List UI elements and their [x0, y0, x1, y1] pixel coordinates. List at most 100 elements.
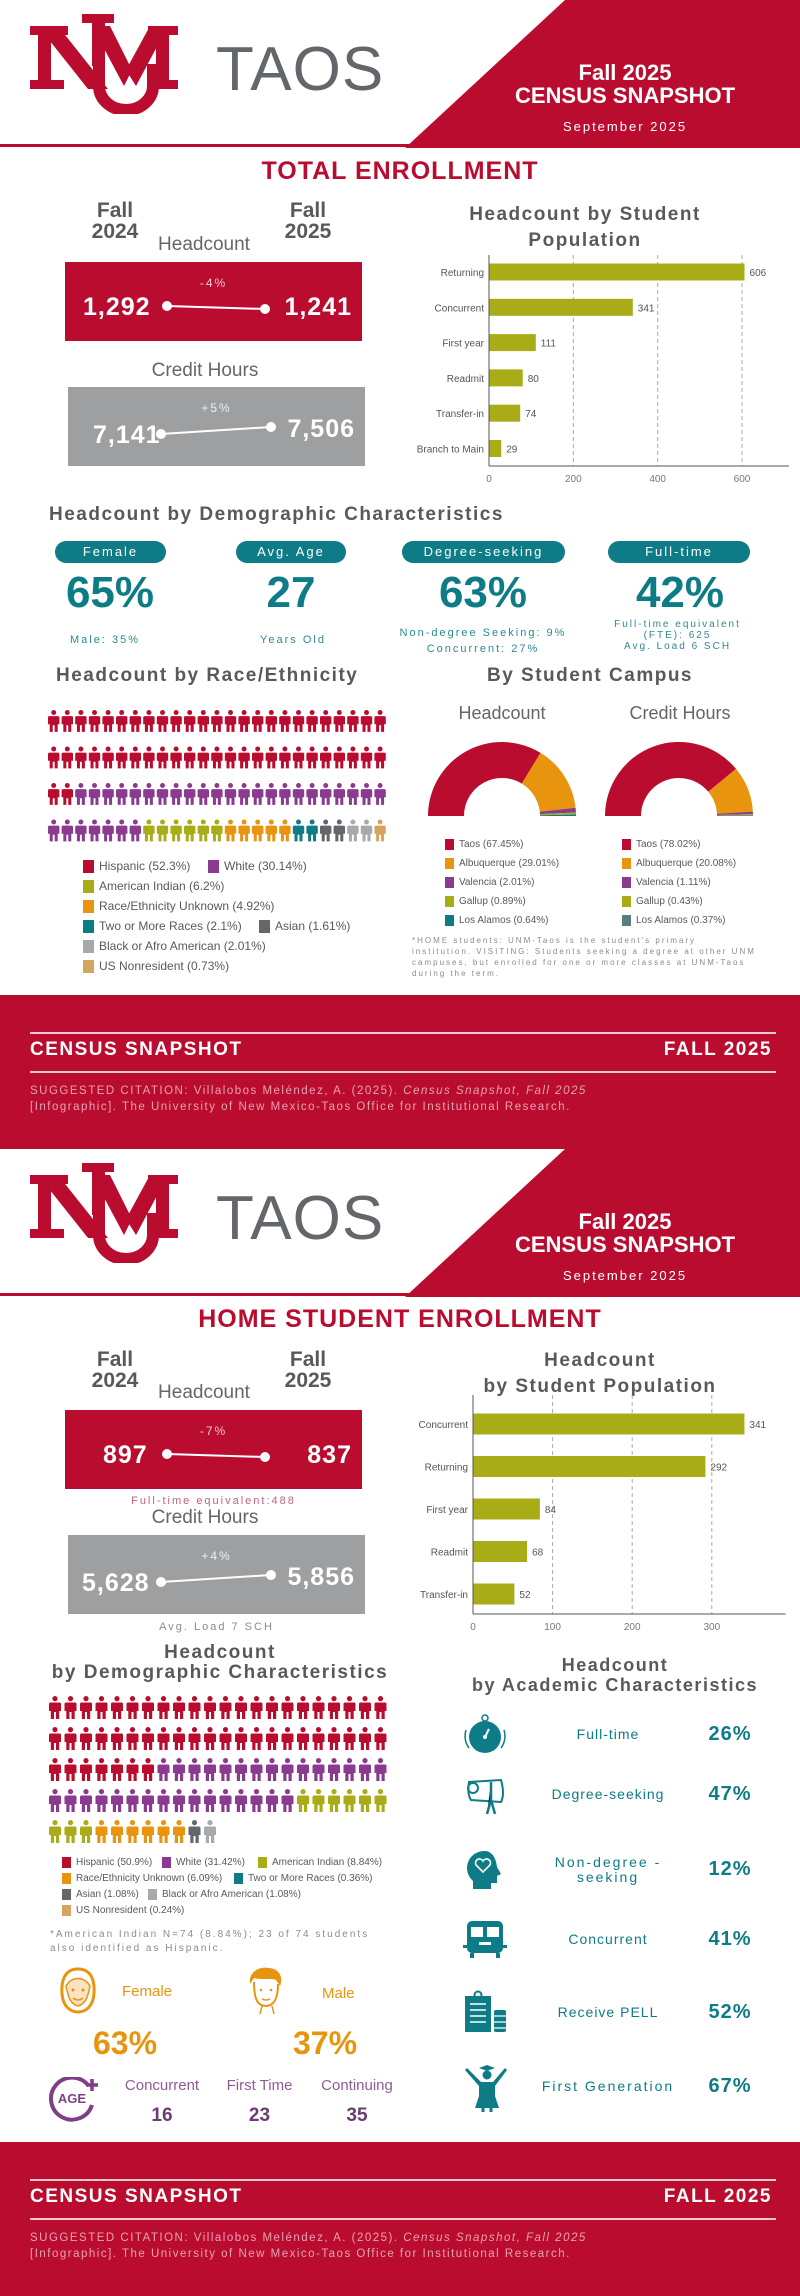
legend-item: Albuquerque (20.08%) — [622, 858, 736, 869]
footer: CENSUS SNAPSHOT FALL 2025 SUGGESTED CITA… — [0, 2142, 800, 2296]
header-term: Fall 2025 — [578, 1209, 672, 1234]
legend-label: Race/Ethnicity Unknown (4.92%) — [99, 899, 275, 913]
person-icon — [347, 783, 359, 805]
legend-item: Black or Afro American (1.08%) — [148, 1889, 301, 1900]
legend-swatch — [62, 1905, 71, 1916]
donut-segment — [539, 814, 576, 816]
bar — [489, 369, 523, 387]
school-bus-icon — [461, 1915, 511, 1967]
credit-2025: 7,506 — [287, 415, 355, 443]
legend-swatch — [258, 1857, 267, 1868]
person-icon — [116, 783, 128, 805]
legend-swatch — [62, 1889, 71, 1900]
credit-2024: 5,628 — [82, 1569, 150, 1597]
legend-label: Black or Afro American (2.01%) — [99, 939, 266, 953]
person-icon — [297, 1727, 309, 1750]
person-icon — [359, 1727, 371, 1750]
legend-label: Two or More Races (2.1%) — [99, 919, 242, 933]
person-icon — [126, 1696, 139, 1719]
legend-item: American Indian (8.84%) — [258, 1857, 382, 1868]
person-icon — [265, 710, 277, 732]
person-icon — [292, 746, 305, 769]
person-icon — [197, 783, 209, 805]
data-label: 52 — [519, 1590, 531, 1601]
credit-hours-comparison-box: +5% 7,141 7,506 — [68, 387, 365, 466]
category-label: Concurrent — [435, 303, 485, 314]
header-title: CENSUS SNAPSHOT — [514, 83, 736, 108]
person-icon — [143, 819, 155, 842]
person-icon — [281, 1727, 294, 1750]
legend-item: Asian (1.61%) — [259, 919, 350, 933]
legend-item: Gallup (0.89%) — [445, 896, 526, 907]
female-value: 65% — [65, 568, 155, 617]
female-face-icon — [60, 1967, 96, 2014]
person-icon — [64, 1758, 77, 1781]
person-icon — [306, 783, 318, 805]
fte-note: Full-time equivalent:488 — [131, 1495, 296, 1507]
legend-label: Los Alamos (0.37%) — [636, 915, 726, 926]
category-label: First year — [426, 1505, 468, 1516]
person-icon — [95, 1696, 108, 1719]
campus-credit-label: Credit Hours — [629, 703, 731, 723]
bar — [473, 1498, 540, 1520]
person-icon — [49, 1789, 61, 1812]
person-icon — [235, 1789, 247, 1812]
legend-label: American Indian (8.84%) — [272, 1857, 383, 1868]
footer-divider — [30, 2179, 776, 2181]
legend-item: Los Alamos (0.64%) — [445, 915, 549, 926]
person-icon — [224, 819, 237, 842]
full-time-notes: Full-time equivalent (FTE): 625 Avg. Load … — [614, 619, 741, 652]
person-icon — [328, 1758, 340, 1781]
credit-2024: 7,141 — [93, 421, 161, 449]
legend-label: Albuquerque (20.08%) — [636, 858, 737, 869]
person-icon — [64, 1820, 77, 1843]
header-divider — [0, 1293, 420, 1296]
legend-label: Asian (1.08%) — [76, 1889, 139, 1900]
person-icon — [95, 1758, 108, 1781]
credit-hours-label: Credit Hours — [151, 1507, 259, 1528]
donut-segment — [539, 812, 576, 816]
legend-label: White (31.42%) — [176, 1857, 245, 1868]
footer-divider — [30, 1032, 776, 1034]
person-icon — [173, 1727, 185, 1750]
person-icon — [142, 1727, 154, 1750]
person-icon — [306, 819, 318, 842]
person-icon — [116, 819, 128, 842]
degree-seeking-notes: Non-degree Seeking: 9% Concurrent: 27% — [399, 627, 567, 655]
academic-value: 67% — [708, 2075, 752, 2097]
footer-left-title: CENSUS SNAPSHOT — [30, 1039, 243, 1060]
female-value: 63% — [92, 2025, 158, 2061]
home-race-pictograph — [49, 1696, 387, 1843]
tick-label: 400 — [649, 474, 666, 485]
person-icon — [95, 1727, 108, 1750]
legend-swatch — [259, 919, 270, 933]
campus-name: TAOS — [216, 35, 385, 104]
person-icon — [252, 710, 264, 732]
person-icon — [297, 1758, 309, 1781]
person-icon — [360, 710, 373, 732]
legend-item: Taos (67.45%) — [445, 839, 523, 850]
person-icon — [219, 1727, 232, 1750]
headcount-trend-line — [162, 301, 270, 314]
person-icon — [333, 710, 345, 732]
donut-segment — [716, 811, 753, 816]
person-icon — [252, 819, 264, 842]
donut-segment — [716, 815, 753, 816]
person-icon — [49, 1727, 61, 1750]
section-title: TOTAL ENROLLMENT — [261, 157, 539, 185]
footer: CENSUS SNAPSHOT FALL 2025 SUGGESTED CITA… — [0, 995, 800, 1149]
campus-name: TAOS — [216, 1184, 385, 1253]
category-label: First year — [442, 339, 484, 350]
avg-age-value: 27 — [266, 568, 316, 617]
legend-item: Valencia (1.11%) — [622, 877, 711, 888]
person-icon — [211, 710, 223, 732]
person-icon — [80, 1820, 92, 1843]
avg-age-pill: Avg. Age — [236, 541, 346, 563]
person-icon — [359, 1789, 371, 1812]
person-icon — [61, 746, 73, 769]
data-label: 74 — [525, 409, 537, 420]
person-icon — [188, 1758, 201, 1781]
legend-swatch — [445, 839, 454, 850]
person-icon — [80, 1727, 92, 1750]
legend-swatch — [234, 1873, 243, 1884]
